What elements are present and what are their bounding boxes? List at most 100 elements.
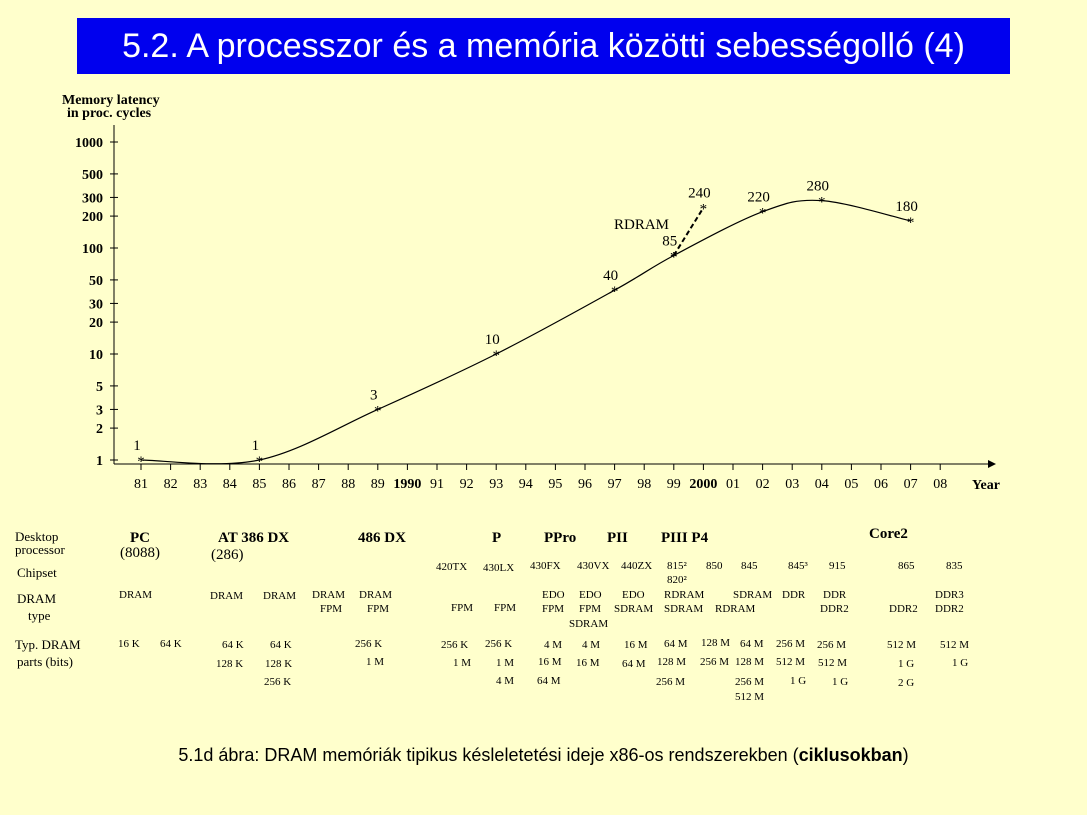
dram-type-cell: DRAM <box>359 589 392 601</box>
y-ticks: 1 2 3 5 10 20 30 50 100 200 300 500 1000 <box>75 136 118 469</box>
x-tick-label: 98 <box>637 477 651 492</box>
x-tick-label: 93 <box>489 477 503 492</box>
x-tick-label: 1990 <box>393 477 421 492</box>
dram-type-cell: SDRAM <box>664 603 703 615</box>
dram-type-cell: DRAM <box>312 589 345 601</box>
row-label-typ-dram: Typ. DRAM <box>15 637 81 652</box>
data-point-label: 280 <box>807 179 830 195</box>
chipset-cell: 915 <box>829 560 846 572</box>
y-tick-label: 300 <box>82 191 103 206</box>
parts-cell: 128 M <box>657 656 686 668</box>
chipset-cell: 835 <box>946 560 963 572</box>
x-tick-label: 05 <box>844 477 858 492</box>
parts-cell: 512 M <box>940 639 969 651</box>
y-tick-label: 500 <box>82 168 103 183</box>
parts-cell: 1 G <box>790 675 806 687</box>
data-point-marker: * <box>907 215 915 231</box>
y-axis-title-line2: in proc. cycles <box>67 106 152 121</box>
dram-type-cell: DDR3 <box>935 589 964 601</box>
caption-suffix: ) <box>902 745 909 765</box>
slide-title: 5.2. A processzor és a memória közötti s… <box>77 18 1010 74</box>
proc-pc-sub: (8088) <box>120 545 160 561</box>
x-tick-label: 87 <box>312 477 326 492</box>
y-tick-label: 5 <box>96 380 103 395</box>
proc-pc: PC <box>130 530 150 546</box>
dram-table: Desktop processor Chipset DRAM type Typ.… <box>15 526 969 703</box>
proc-ppro: PPro <box>544 530 576 546</box>
dram-type-cell: RDRAM <box>664 589 705 601</box>
x-tick-label: 92 <box>460 477 474 492</box>
parts-cell: 64 M <box>664 638 688 650</box>
x-tick-label: 2000 <box>689 477 717 492</box>
dram-type-cell: FPM <box>320 603 342 615</box>
row-label-desktop: Desktop <box>15 529 58 544</box>
data-point-marker: * <box>670 249 678 265</box>
y-tick-label: 3 <box>96 403 103 418</box>
x-tick-label: 02 <box>756 477 770 492</box>
parts-cell: 1 M <box>496 657 514 669</box>
x-tick-label: 94 <box>519 477 533 492</box>
y-tick-label: 1 <box>96 454 103 469</box>
data-point-marker: * <box>818 195 826 211</box>
x-tick-label: 83 <box>193 477 207 492</box>
x-tick-label: 81 <box>134 477 148 492</box>
caption-bold: ciklusokban <box>798 745 903 765</box>
parts-cell: 16 K <box>118 638 140 650</box>
dram-type-cell: FPM <box>542 603 564 615</box>
parts-cell: 64 M <box>537 675 561 687</box>
parts-cell: 2 G <box>898 677 914 689</box>
parts-cell: 256 M <box>735 676 764 688</box>
y-tick-label: 50 <box>89 274 103 289</box>
caption-prefix: 5.1d ábra: DRAM memóriák tipikus késlele… <box>178 745 799 765</box>
dram-type-cell: FPM <box>451 602 473 614</box>
data-point-label: 3 <box>370 387 378 403</box>
data-point-label: 85 <box>662 233 677 249</box>
parts-cell: 256 K <box>485 638 512 650</box>
dram-type-cell: SDRAM <box>614 603 653 615</box>
parts-cell: 64 M <box>622 658 646 670</box>
x-tick-label: 97 <box>608 477 622 492</box>
data-point-marker: * <box>759 206 767 222</box>
data-point-marker: * <box>700 202 708 218</box>
chipset-cell: 845³ <box>788 560 809 572</box>
dram-type-cell: DRAM <box>263 590 296 602</box>
x-tick-label: 08 <box>933 477 947 492</box>
chipset-cell: 440ZX <box>621 560 652 572</box>
x-tick-label: 86 <box>282 477 296 492</box>
parts-cell: 16 M <box>624 639 648 651</box>
dram-type-cell: DDR2 <box>820 603 849 615</box>
parts-cell: 512 M <box>818 657 847 669</box>
x-tick-label: 91 <box>430 477 444 492</box>
dram-type-cell: DDR2 <box>889 603 918 615</box>
parts-cell: 64 K <box>222 639 244 651</box>
dram-type-cell: EDO <box>542 589 565 601</box>
proc-p: P <box>492 530 501 546</box>
parts-cell: 256 K <box>441 639 468 651</box>
row-label-dram: DRAM <box>17 591 56 606</box>
proc-at386: AT 386 DX <box>218 530 289 546</box>
data-point-label: 10 <box>485 332 500 348</box>
row-label-type: type <box>28 608 51 623</box>
parts-cell: 256 K <box>264 676 291 688</box>
x-tick-label: 84 <box>223 477 237 492</box>
chipset-cell: 845 <box>741 560 758 572</box>
x-tick-label: 06 <box>874 477 888 492</box>
parts-cell: 512 M <box>887 639 916 651</box>
x-tick-label: 82 <box>164 477 178 492</box>
data-point-marker: * <box>374 403 382 419</box>
parts-cell: 1 M <box>453 657 471 669</box>
x-axis-title: Year <box>972 478 1000 493</box>
data-point-marker: * <box>611 284 619 300</box>
chipset-cell: 850 <box>706 560 723 572</box>
dram-type-cell: FPM <box>494 602 516 614</box>
parts-cell: 512 M <box>735 691 764 703</box>
parts-cell: 4 M <box>544 639 562 651</box>
data-point-label: 180 <box>895 199 918 215</box>
dram-type-cell: DDR <box>782 589 806 601</box>
parts-cell: 256 M <box>776 638 805 650</box>
parts-cell: 128 K <box>216 658 243 670</box>
proc-486: 486 DX <box>358 530 406 546</box>
latency-line <box>140 199 911 465</box>
parts-cell: 1 G <box>832 676 848 688</box>
